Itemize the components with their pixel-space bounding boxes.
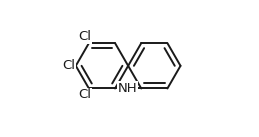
- Text: Cl: Cl: [79, 30, 92, 43]
- Text: Cl: Cl: [79, 88, 92, 101]
- Text: NH: NH: [118, 82, 137, 95]
- Text: Cl: Cl: [62, 59, 75, 72]
